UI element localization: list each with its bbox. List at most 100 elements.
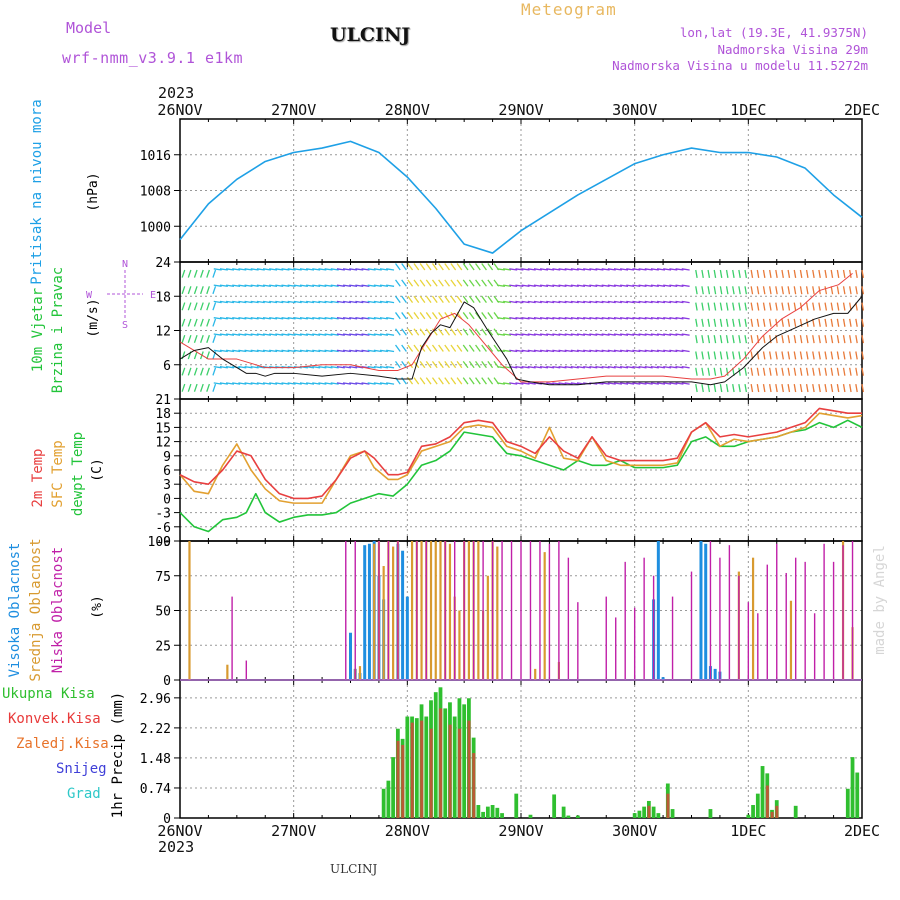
wind-arrow: [238, 268, 247, 271]
wind-arrow: [444, 344, 451, 352]
wind-arrow: [487, 328, 494, 336]
wind-arrow: [552, 365, 561, 369]
wind-arrow: [812, 383, 815, 393]
wind-arrow: [849, 367, 852, 376]
wind-arrow: [299, 317, 308, 320]
wind-arrow: [861, 286, 865, 295]
wind-arrow: [701, 318, 704, 327]
wind-arrow: [787, 351, 791, 360]
wind-arrow: [564, 382, 573, 385]
date-label-top: 27NOV: [271, 101, 316, 119]
wind-arrow: [583, 349, 592, 353]
temp-ytick-label: 21: [155, 393, 171, 408]
wind-arrow: [462, 328, 469, 336]
wind-arrow: [349, 300, 358, 304]
convective-precip-bar: [467, 720, 471, 818]
wind-arrow: [620, 382, 629, 385]
low-cloud-bar: [842, 545, 844, 680]
wind-arrow: [450, 377, 457, 385]
mid-cloud-bar: [439, 541, 442, 680]
wind-arrow: [656, 349, 666, 353]
wind-arrow: [650, 349, 659, 353]
wind-arrow: [475, 360, 481, 369]
high-cloud-label: Visoka Oblacnost: [7, 543, 23, 678]
wind-arrow: [589, 365, 598, 369]
wind-arrow: [438, 360, 444, 369]
wind-arrow: [812, 269, 815, 278]
wind-arrow: [638, 268, 647, 271]
wind-arrow: [583, 317, 592, 320]
wind-arrow: [219, 382, 228, 385]
wind-arrow: [496, 300, 505, 304]
low-cloud-bar: [491, 541, 494, 680]
wind-arrow: [487, 377, 494, 385]
wind-arrow: [342, 317, 352, 320]
wind-arrow: [756, 302, 760, 311]
wind-arrow: [663, 365, 672, 369]
wind-arrow: [238, 382, 247, 385]
wind-arrow: [324, 365, 333, 369]
wind-arrow: [607, 333, 616, 336]
mid-cloud-bar: [486, 575, 489, 680]
wind-arrow: [361, 284, 370, 287]
total-precip-bar: [424, 716, 429, 818]
wind-arrow: [281, 382, 290, 385]
low-cloud-label: Niska Oblacnost: [50, 547, 66, 673]
wind-arrow: [656, 365, 666, 369]
wind-arrow: [558, 284, 567, 287]
wind-arrow: [456, 263, 463, 271]
wind-arrow: [481, 263, 487, 271]
wind-arrow: [206, 334, 210, 343]
low-cloud-bar: [472, 541, 475, 680]
mid-cloud-bar: [373, 543, 376, 680]
wind-arrow: [462, 344, 469, 352]
wind-arrow: [244, 382, 253, 385]
wind-arrow: [193, 383, 198, 392]
wind-title-1: 10m Vjetar: [30, 288, 46, 372]
dewpoint-line: [179, 419, 863, 533]
total-precip-bar: [490, 805, 495, 818]
wind-arrow: [496, 268, 505, 271]
wind-arrow: [818, 367, 821, 376]
wind-arrow: [533, 317, 542, 320]
wind-arrow: [206, 302, 210, 311]
wind-arrow: [570, 300, 579, 304]
wind-arrow: [805, 286, 809, 295]
wind-ytick-label: 12: [155, 325, 171, 340]
wind-arrow: [663, 333, 672, 336]
pressure-title: Pritisak na nivou mora: [29, 99, 45, 284]
wind-arrow: [663, 268, 672, 271]
sfc-temp-line: [179, 412, 863, 504]
wind-arrow: [732, 318, 735, 327]
wind-arrow: [281, 333, 290, 336]
wind-arrow: [527, 300, 536, 304]
wind-arrow: [355, 365, 364, 369]
date-label-top: 29NOV: [498, 101, 543, 119]
wind-arrow: [450, 263, 457, 271]
wind-arrow: [799, 286, 803, 295]
convective-precip-bar: [439, 708, 443, 818]
date-label-top: 2DEC: [844, 101, 880, 119]
wind-arrow: [468, 377, 475, 385]
wind-arrow: [681, 333, 690, 336]
wind-arrow: [232, 300, 241, 304]
wind-arrow: [713, 318, 717, 327]
wind-arrow: [675, 317, 684, 320]
wind-arrow: [312, 349, 321, 353]
wind-arrow: [521, 284, 530, 287]
wind-arrow: [187, 302, 192, 311]
wind-arrow: [824, 351, 828, 360]
low-cloud-bar: [615, 617, 617, 680]
wind-arrow: [576, 349, 586, 353]
wind-arrow: [842, 367, 846, 376]
convective-precip-bar: [765, 785, 769, 818]
wind-arrow: [324, 333, 333, 336]
precip-ytick-label: 0: [163, 812, 171, 827]
wind-arrow: [527, 349, 536, 353]
wind-arrow: [707, 302, 711, 311]
wind-arrow: [361, 268, 370, 271]
wind-arrow: [299, 268, 308, 271]
wind-arrow: [644, 365, 653, 369]
wind-arrow: [238, 317, 247, 320]
wind-arrow: [744, 335, 748, 344]
